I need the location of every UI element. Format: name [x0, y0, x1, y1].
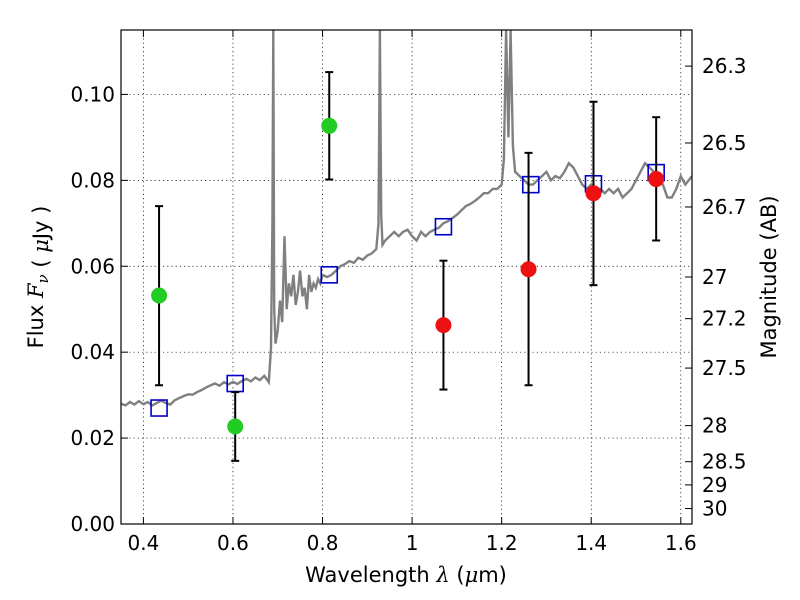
y-tick-label: 0.02 — [70, 426, 115, 450]
right-tick-label: 26.7 — [702, 195, 747, 219]
data-point — [435, 317, 452, 334]
data-point — [585, 185, 602, 202]
data-point — [151, 287, 168, 304]
right-tick-label: 30 — [702, 497, 727, 521]
x-tick-label: 1.2 — [486, 531, 518, 555]
right-tick-label: 28.5 — [702, 450, 747, 474]
right-tick-label: 28 — [702, 414, 727, 438]
right-tick-label: 26.5 — [702, 131, 747, 155]
right-tick-label: 29 — [702, 473, 727, 497]
x-tick-label: 0.8 — [307, 531, 339, 555]
data-point — [227, 418, 244, 435]
plot-area — [121, 30, 692, 462]
model-square-marker — [434, 217, 453, 236]
grid — [121, 30, 692, 525]
y-tick-label: 0.06 — [70, 254, 115, 278]
x-tick-label: 1 — [406, 531, 419, 555]
y-tick-label: 0.04 — [70, 340, 115, 364]
spectrum-line — [121, 30, 692, 407]
y-axis-label: Flux Fν ( μJy ) — [24, 206, 53, 349]
right-tick-label: 27.5 — [702, 356, 747, 380]
plot-layers — [121, 30, 692, 462]
plot-frame — [120, 29, 693, 525]
right-tick-label: 27 — [702, 265, 727, 289]
model-square-marker — [320, 266, 339, 284]
x-tick-label: 1.4 — [575, 531, 607, 555]
x-tick-label: 1.6 — [665, 531, 697, 555]
y-tick-label: 0.08 — [70, 168, 115, 192]
x-axis-label: Wavelength λ (μm) — [305, 563, 507, 587]
model-square-marker — [521, 175, 540, 194]
data-point — [520, 261, 537, 278]
model-square-marker — [150, 399, 168, 417]
x-axis: 0.4 0.6 0.8 1 1.2 1.4 1.6 — [127, 30, 697, 555]
right-axis-label: Magnitude (AB) — [757, 195, 781, 358]
data-point — [648, 171, 665, 188]
x-tick-label: 0.6 — [217, 531, 249, 555]
right-tick-label: 26.3 — [702, 54, 747, 78]
y-tick-label: 0.10 — [70, 82, 115, 106]
right-tick-label: 27.2 — [702, 307, 747, 331]
x-tick-label: 0.4 — [127, 531, 159, 555]
y-axis: 0.00 0.02 0.04 0.06 0.08 0.10 — [70, 82, 128, 536]
y-tick-label: 0.00 — [70, 512, 115, 536]
data-point — [321, 117, 338, 134]
